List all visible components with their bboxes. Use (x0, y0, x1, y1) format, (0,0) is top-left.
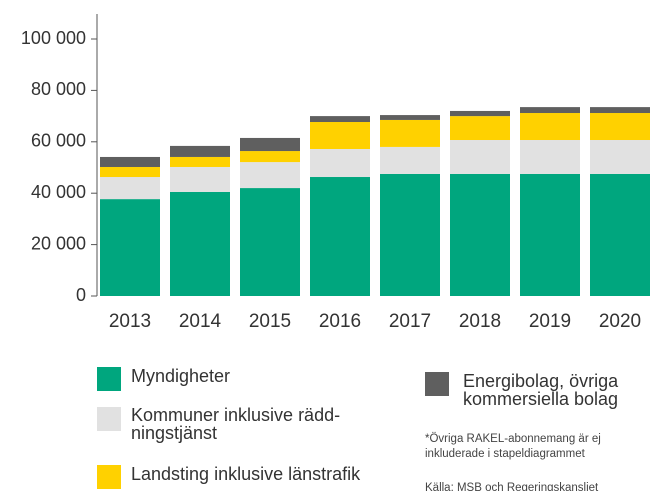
y-tick-label: 20 000 (31, 233, 86, 253)
bar-segment (240, 137, 300, 152)
source: Källa: MSB och Regeringskansliet (425, 482, 599, 491)
x-tick-label: 2017 (389, 311, 431, 332)
bar-segment (240, 162, 300, 189)
bar-segment (520, 107, 580, 114)
bar-segment (310, 116, 370, 123)
y-tick-label: 80 000 (31, 79, 86, 99)
bar-segment (450, 173, 510, 296)
x-tick-label: 2014 (179, 311, 222, 332)
x-tick-label: 2015 (249, 311, 291, 332)
legend-label: Myndigheter (131, 366, 231, 386)
bar-segment (170, 191, 230, 296)
x-tick-label: 2020 (599, 311, 641, 332)
y-tick-label: 40 000 (31, 182, 86, 202)
bar-segment (170, 156, 230, 167)
bar-segment (240, 151, 300, 163)
legend-item: Kommuner inklusive rädd- ningstjänst (97, 405, 341, 443)
y-tick-label: 100 000 (21, 28, 86, 48)
bar-segment (100, 166, 160, 178)
bar-segment (450, 110, 510, 117)
bar-segment (520, 140, 580, 174)
bar-segment (590, 113, 650, 141)
bar-segment (380, 173, 440, 296)
legend-item: Energibolag, övriga kommersiella bolag (425, 372, 618, 408)
legend-swatch (97, 367, 121, 391)
legend-label: Landsting inklusive länstrafik (131, 464, 361, 484)
bar-segment (380, 119, 440, 147)
bar-segment (450, 116, 510, 141)
bar-segment (240, 188, 300, 296)
legend-swatch (97, 465, 121, 489)
x-tick-label: 2019 (529, 311, 571, 332)
bar-segment (380, 115, 440, 120)
bar-segment (520, 173, 580, 296)
bar-segment (450, 140, 510, 174)
x-tick-label: 2016 (319, 311, 361, 332)
legend-label: Energibolag, övriga kommersiella bolag (463, 371, 619, 409)
x-tick-label: 2013 (109, 311, 151, 332)
legend-swatch (97, 407, 121, 431)
bar-segment (310, 122, 370, 149)
bar-segment (100, 156, 160, 167)
plot: 0 20 000 40 000 60 000 80 000 100 000 2013 2014… (21, 14, 650, 332)
y-tick-label: 0 (76, 285, 86, 305)
bar-segment (380, 146, 440, 174)
bar-segment (310, 148, 370, 178)
bar-segment (170, 145, 230, 157)
bar-segment (590, 107, 650, 114)
bar-segment (590, 173, 650, 296)
bar-segment (170, 166, 230, 192)
bar-segment (100, 199, 160, 296)
legend-item: Landsting inklusive länstrafik (97, 465, 360, 489)
x-tick-label: 2018 (459, 311, 501, 332)
bar-segment (310, 177, 370, 296)
y-tick-label: 60 000 (31, 131, 86, 151)
legend-item: Myndigheter (97, 367, 230, 391)
bar-segment (100, 177, 160, 200)
bar-segment (520, 113, 580, 141)
legend-swatch (425, 372, 449, 396)
legend-label: Kommuner inklusive rädd- ningstjänst (131, 405, 341, 443)
bar-segment (590, 140, 650, 174)
note: *Övriga RAKEL-abonnemang är ej inkludera… (425, 433, 601, 460)
